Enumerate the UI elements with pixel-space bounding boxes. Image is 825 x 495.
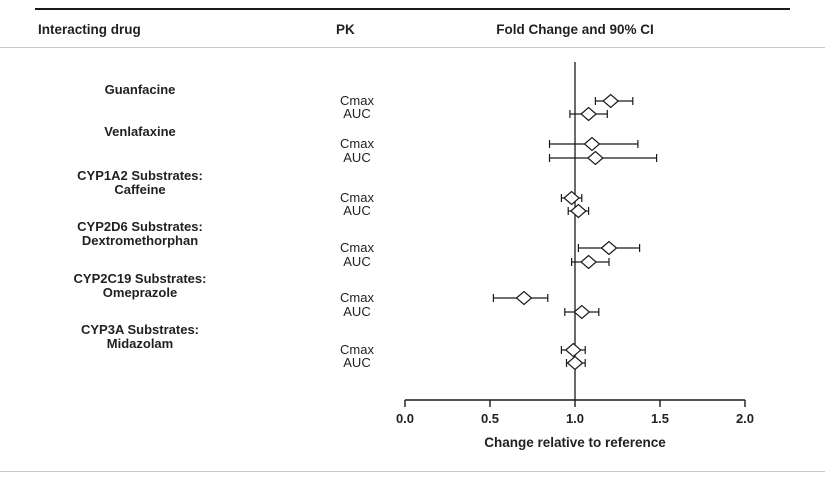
- estimate-diamond: [583, 136, 601, 152]
- header-rule: [0, 47, 825, 48]
- drug-label: Dextromethorphan: [82, 233, 198, 248]
- pk-label: Cmax: [340, 93, 374, 108]
- estimate-diamond: [563, 190, 581, 206]
- pk-label: Cmax: [340, 240, 374, 255]
- pk-label: AUC: [343, 203, 370, 218]
- drug-label: CYP1A2 Substrates:: [77, 168, 203, 183]
- bottom-rule: [0, 471, 825, 472]
- estimate-diamond: [569, 203, 587, 219]
- x-axis-title: Change relative to reference: [484, 435, 666, 450]
- pk-label: Cmax: [340, 136, 374, 151]
- x-tick-label: 0.0: [396, 411, 414, 426]
- pk-label: AUC: [343, 304, 370, 319]
- top-rule: [35, 8, 790, 10]
- drug-label: Omeprazole: [103, 285, 177, 300]
- estimate-diamond: [580, 106, 598, 122]
- drug-label: Midazolam: [107, 336, 173, 351]
- estimate-diamond: [600, 240, 618, 256]
- pk-label: Cmax: [340, 342, 374, 357]
- drug-label: Venlafaxine: [104, 124, 176, 139]
- x-tick-label: 0.5: [481, 411, 499, 426]
- col-header-interacting-drug: Interacting drug: [38, 22, 141, 37]
- estimate-diamond: [515, 290, 533, 306]
- col-header-pk: PK: [336, 22, 355, 37]
- drug-label: CYP3A Substrates:: [81, 322, 199, 337]
- estimate-diamond: [602, 93, 620, 109]
- pk-label: AUC: [343, 106, 370, 121]
- estimate-diamond: [580, 254, 598, 270]
- pk-label: AUC: [343, 254, 370, 269]
- estimate-diamond: [573, 304, 591, 320]
- estimate-diamond: [586, 150, 604, 166]
- drug-label: CYP2C19 Substrates:: [74, 271, 207, 286]
- pk-label: Cmax: [340, 290, 374, 305]
- pk-label: Cmax: [340, 190, 374, 205]
- drug-label: Caffeine: [114, 182, 165, 197]
- estimate-diamond: [564, 342, 582, 358]
- col-header-fold-change: Fold Change and 90% CI: [496, 22, 654, 37]
- pk-label: AUC: [343, 150, 370, 165]
- drug-label: Guanfacine: [105, 82, 176, 97]
- x-tick-label: 1.5: [651, 411, 669, 426]
- estimate-diamond: [566, 355, 584, 371]
- drug-label: CYP2D6 Substrates:: [77, 219, 203, 234]
- x-tick-label: 1.0: [566, 411, 584, 426]
- pk-label: AUC: [343, 355, 370, 370]
- x-tick-label: 2.0: [736, 411, 754, 426]
